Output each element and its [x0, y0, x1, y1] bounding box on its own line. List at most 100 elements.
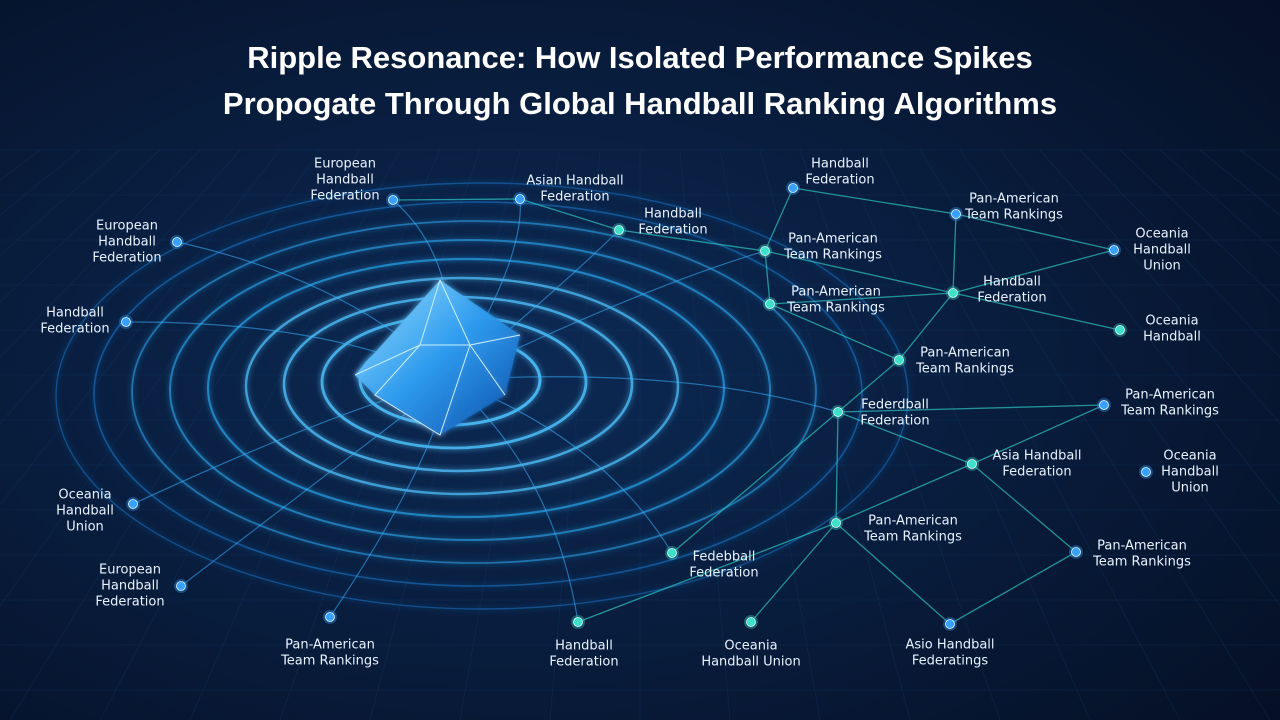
node-dot	[746, 617, 756, 627]
node-dot	[831, 518, 841, 528]
node-dot	[788, 183, 798, 193]
node-label: Asia Handball	[992, 449, 1081, 464]
edge	[952, 249, 1115, 294]
edge	[898, 292, 954, 361]
node-label: Federation	[860, 414, 929, 429]
grid-line	[549, 149, 601, 720]
node-label: Oceania	[58, 488, 111, 503]
node-dot	[1109, 245, 1119, 255]
grid-line	[839, 149, 1091, 720]
grid-line	[1079, 149, 1280, 358]
node-dot	[1099, 400, 1109, 410]
edge	[671, 411, 839, 554]
node-label: Team Rankings	[1120, 404, 1219, 419]
node-label: Team Rankings	[280, 654, 379, 669]
node-label: Federation	[689, 566, 758, 581]
grid	[0, 149, 1280, 720]
node-dot	[176, 581, 186, 591]
edge	[837, 359, 900, 413]
node-label: Pan-American	[868, 514, 958, 529]
edge	[971, 404, 1105, 465]
node-label: Federation	[310, 189, 379, 204]
node-label: Union	[66, 520, 104, 535]
edge	[952, 292, 1121, 331]
node-label: European	[96, 219, 158, 234]
edge	[952, 213, 957, 294]
grid-line	[0, 149, 241, 425]
edge	[519, 198, 620, 231]
node-label: Pan-American	[285, 638, 375, 653]
node-dot	[172, 237, 182, 247]
node-label: Oceania	[1135, 227, 1188, 242]
node-label: Handball Union	[701, 655, 800, 670]
node-label: Oceania	[724, 639, 777, 654]
edge	[750, 522, 837, 623]
node-label: Union	[1143, 259, 1181, 274]
node-label: Handball	[46, 306, 104, 321]
node-label: Team Rankings	[915, 362, 1014, 377]
edge	[835, 411, 839, 524]
node-label: Pan-American	[1125, 388, 1215, 403]
grid-line	[0, 149, 281, 506]
node-dot	[388, 195, 398, 205]
node-dot	[945, 619, 955, 629]
node-label: Asio Handball	[905, 638, 994, 653]
node-dot	[1141, 467, 1151, 477]
edge	[955, 213, 1115, 251]
node-label: Federation	[95, 595, 164, 610]
node-label: Team Rankings	[783, 248, 882, 263]
title: Ripple Resonance: How Isolated Performan…	[247, 40, 1033, 75]
grid-line	[959, 149, 1280, 607]
node-dot	[833, 407, 843, 417]
node-label: Pan-American	[791, 285, 881, 300]
node-label: Federation	[977, 291, 1046, 306]
edge	[837, 404, 1105, 413]
node-label: Asian Handball	[526, 174, 623, 189]
grid-line	[1159, 149, 1280, 256]
grid-line	[0, 149, 161, 303]
grid-line	[759, 149, 911, 720]
grid-line	[0, 149, 121, 256]
ripples	[55, 182, 909, 610]
node-dot	[765, 299, 775, 309]
node-label: Oceania	[1145, 314, 1198, 329]
node-label: Team Rankings	[964, 208, 1063, 223]
node-label: European	[314, 157, 376, 172]
node-dot	[614, 225, 624, 235]
node-dot	[515, 194, 525, 204]
node-dot	[894, 355, 904, 365]
grid-line	[1119, 149, 1280, 303]
node-label: Fedebball	[693, 550, 756, 565]
node-dot	[1071, 547, 1081, 557]
edge	[392, 198, 521, 201]
grid-line	[279, 149, 481, 720]
node-label: Handball	[555, 639, 613, 654]
grid-line	[799, 149, 1001, 720]
node-dot	[325, 612, 335, 622]
title: Propogate Through Global Handball Rankin…	[223, 86, 1057, 121]
edge	[764, 250, 771, 305]
ripple	[169, 239, 771, 541]
node-label: Handball	[101, 579, 159, 594]
ripple	[131, 220, 817, 564]
node-label: Handball	[1133, 243, 1191, 258]
node-dot	[951, 209, 961, 219]
node-dot	[128, 499, 138, 509]
ripple	[93, 201, 863, 587]
node-label: Federation	[805, 173, 874, 188]
node-label: Federation	[40, 322, 109, 337]
node-label: Handball	[644, 207, 702, 222]
node-dot	[760, 246, 770, 256]
node-label: Federation	[638, 223, 707, 238]
grid-line	[0, 149, 321, 607]
flow	[449, 376, 839, 413]
node-label: Federation	[540, 190, 609, 205]
grid-line	[369, 149, 521, 720]
crystal	[354, 279, 521, 436]
node-label: Pan-American	[969, 192, 1059, 207]
grid-line	[879, 149, 1181, 720]
edge	[835, 522, 951, 625]
